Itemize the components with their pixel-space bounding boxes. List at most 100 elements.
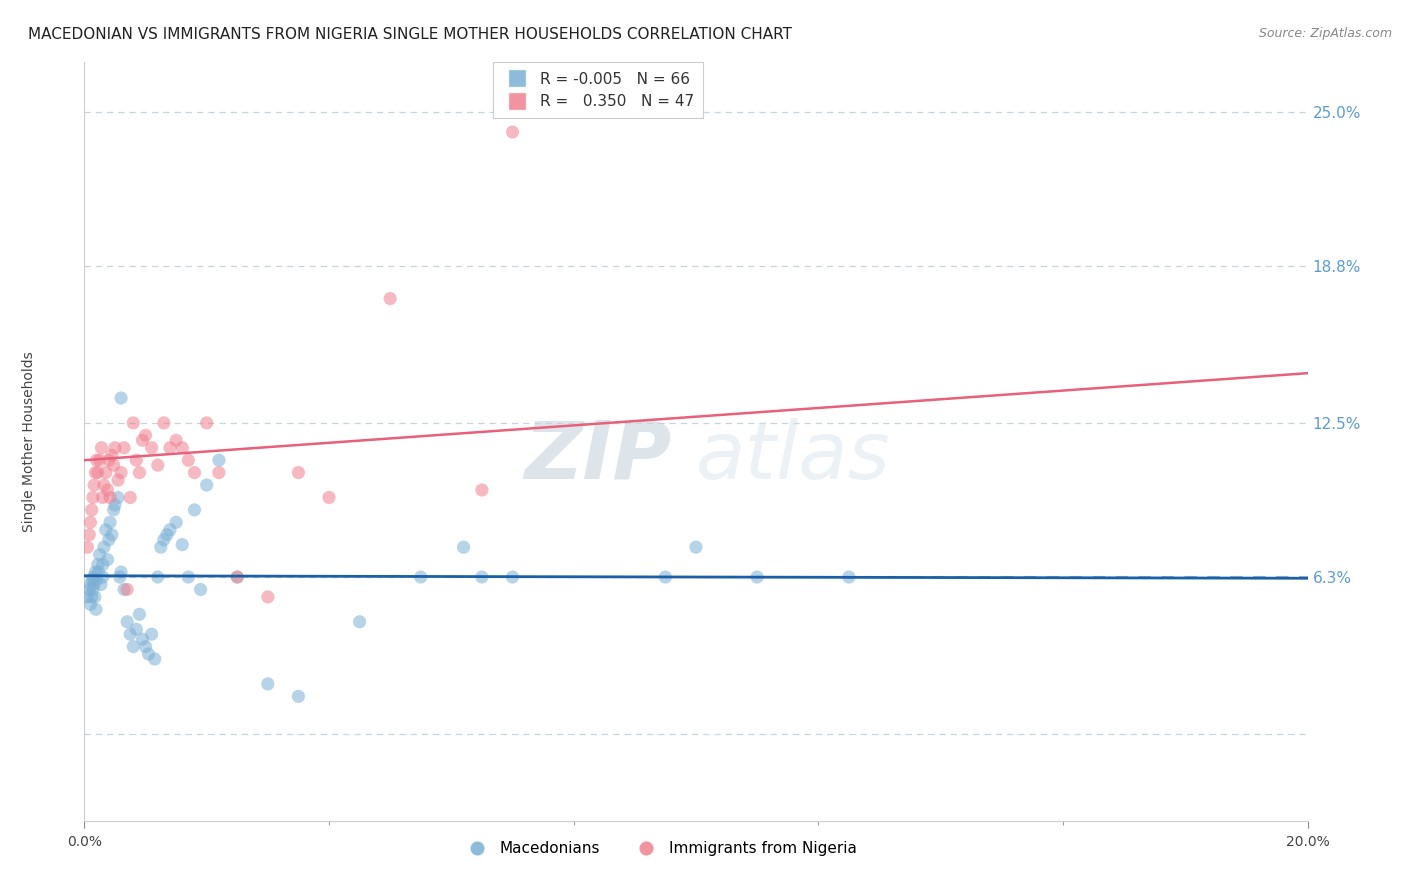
Point — [83, 590, 105, 604]
Point — [97, 483, 120, 497]
Point — [91, 491, 114, 505]
Point — [86, 573, 108, 587]
Point — [122, 640, 145, 654]
Point — [80, 503, 103, 517]
Point — [159, 523, 181, 537]
Point — [120, 491, 142, 505]
Point — [110, 391, 132, 405]
Point — [82, 491, 104, 505]
Point — [138, 647, 160, 661]
Point — [82, 573, 104, 587]
Point — [685, 540, 707, 554]
Point — [110, 565, 132, 579]
Point — [153, 533, 176, 547]
Point — [131, 632, 153, 647]
Point — [93, 540, 115, 554]
Point — [190, 582, 212, 597]
Point — [108, 570, 131, 584]
Point — [349, 615, 371, 629]
Point — [838, 570, 860, 584]
Point — [98, 491, 121, 505]
Point — [159, 441, 181, 455]
Point — [183, 503, 205, 517]
Point — [128, 607, 150, 622]
Point — [104, 498, 127, 512]
Point — [208, 466, 231, 480]
Point — [747, 570, 769, 584]
Point — [226, 570, 249, 584]
Point — [79, 598, 101, 612]
Point — [97, 552, 120, 566]
Point — [122, 416, 145, 430]
Point — [82, 582, 104, 597]
Point — [453, 540, 475, 554]
Point — [79, 577, 101, 591]
Point — [84, 466, 107, 480]
Point — [104, 441, 127, 455]
Point — [115, 582, 138, 597]
Point — [471, 483, 494, 497]
Point — [156, 528, 179, 542]
Point — [471, 570, 494, 584]
Point — [165, 434, 187, 448]
Point — [97, 453, 120, 467]
Point — [177, 453, 200, 467]
Point — [89, 548, 111, 562]
Point — [287, 690, 309, 704]
Point — [90, 441, 112, 455]
Text: MACEDONIAN VS IMMIGRANTS FROM NIGERIA SINGLE MOTHER HOUSEHOLDS CORRELATION CHART: MACEDONIAN VS IMMIGRANTS FROM NIGERIA SI… — [28, 27, 792, 42]
Point — [654, 570, 676, 584]
Point — [103, 503, 125, 517]
Point — [94, 523, 117, 537]
Point — [146, 458, 169, 472]
Point — [502, 570, 524, 584]
Point — [103, 458, 125, 472]
Point — [98, 516, 121, 530]
Point — [125, 622, 148, 636]
Point — [83, 570, 105, 584]
Point — [318, 491, 340, 505]
Point — [83, 478, 105, 492]
Point — [172, 441, 194, 455]
Point — [90, 577, 112, 591]
Point — [177, 570, 200, 584]
Point — [120, 627, 142, 641]
Point — [153, 416, 176, 430]
Point — [257, 677, 280, 691]
Point — [502, 125, 524, 139]
Text: Single Mother Households: Single Mother Households — [22, 351, 37, 532]
Point — [141, 441, 163, 455]
Point — [94, 466, 117, 480]
Point — [84, 565, 107, 579]
Point — [257, 590, 280, 604]
Point — [97, 533, 120, 547]
Point — [107, 491, 129, 505]
Point — [195, 416, 218, 430]
Point — [107, 473, 129, 487]
Point — [131, 434, 153, 448]
Point — [128, 466, 150, 480]
Point — [76, 540, 98, 554]
Point — [83, 577, 105, 591]
Point — [143, 652, 166, 666]
Point — [101, 448, 124, 462]
Point — [287, 466, 309, 480]
Point — [115, 615, 138, 629]
Point — [93, 478, 115, 492]
Text: ZIP: ZIP — [524, 417, 672, 496]
Point — [135, 640, 157, 654]
Point — [91, 558, 114, 572]
Point — [79, 516, 101, 530]
Legend: Macedonians, Immigrants from Nigeria: Macedonians, Immigrants from Nigeria — [456, 835, 863, 863]
Point — [135, 428, 157, 442]
Point — [87, 565, 110, 579]
Point — [80, 590, 103, 604]
Point — [87, 558, 110, 572]
Point — [112, 582, 135, 597]
Point — [110, 466, 132, 480]
Point — [380, 292, 402, 306]
Point — [165, 516, 187, 530]
Point — [77, 528, 100, 542]
Text: Source: ZipAtlas.com: Source: ZipAtlas.com — [1258, 27, 1392, 40]
Point — [146, 570, 169, 584]
